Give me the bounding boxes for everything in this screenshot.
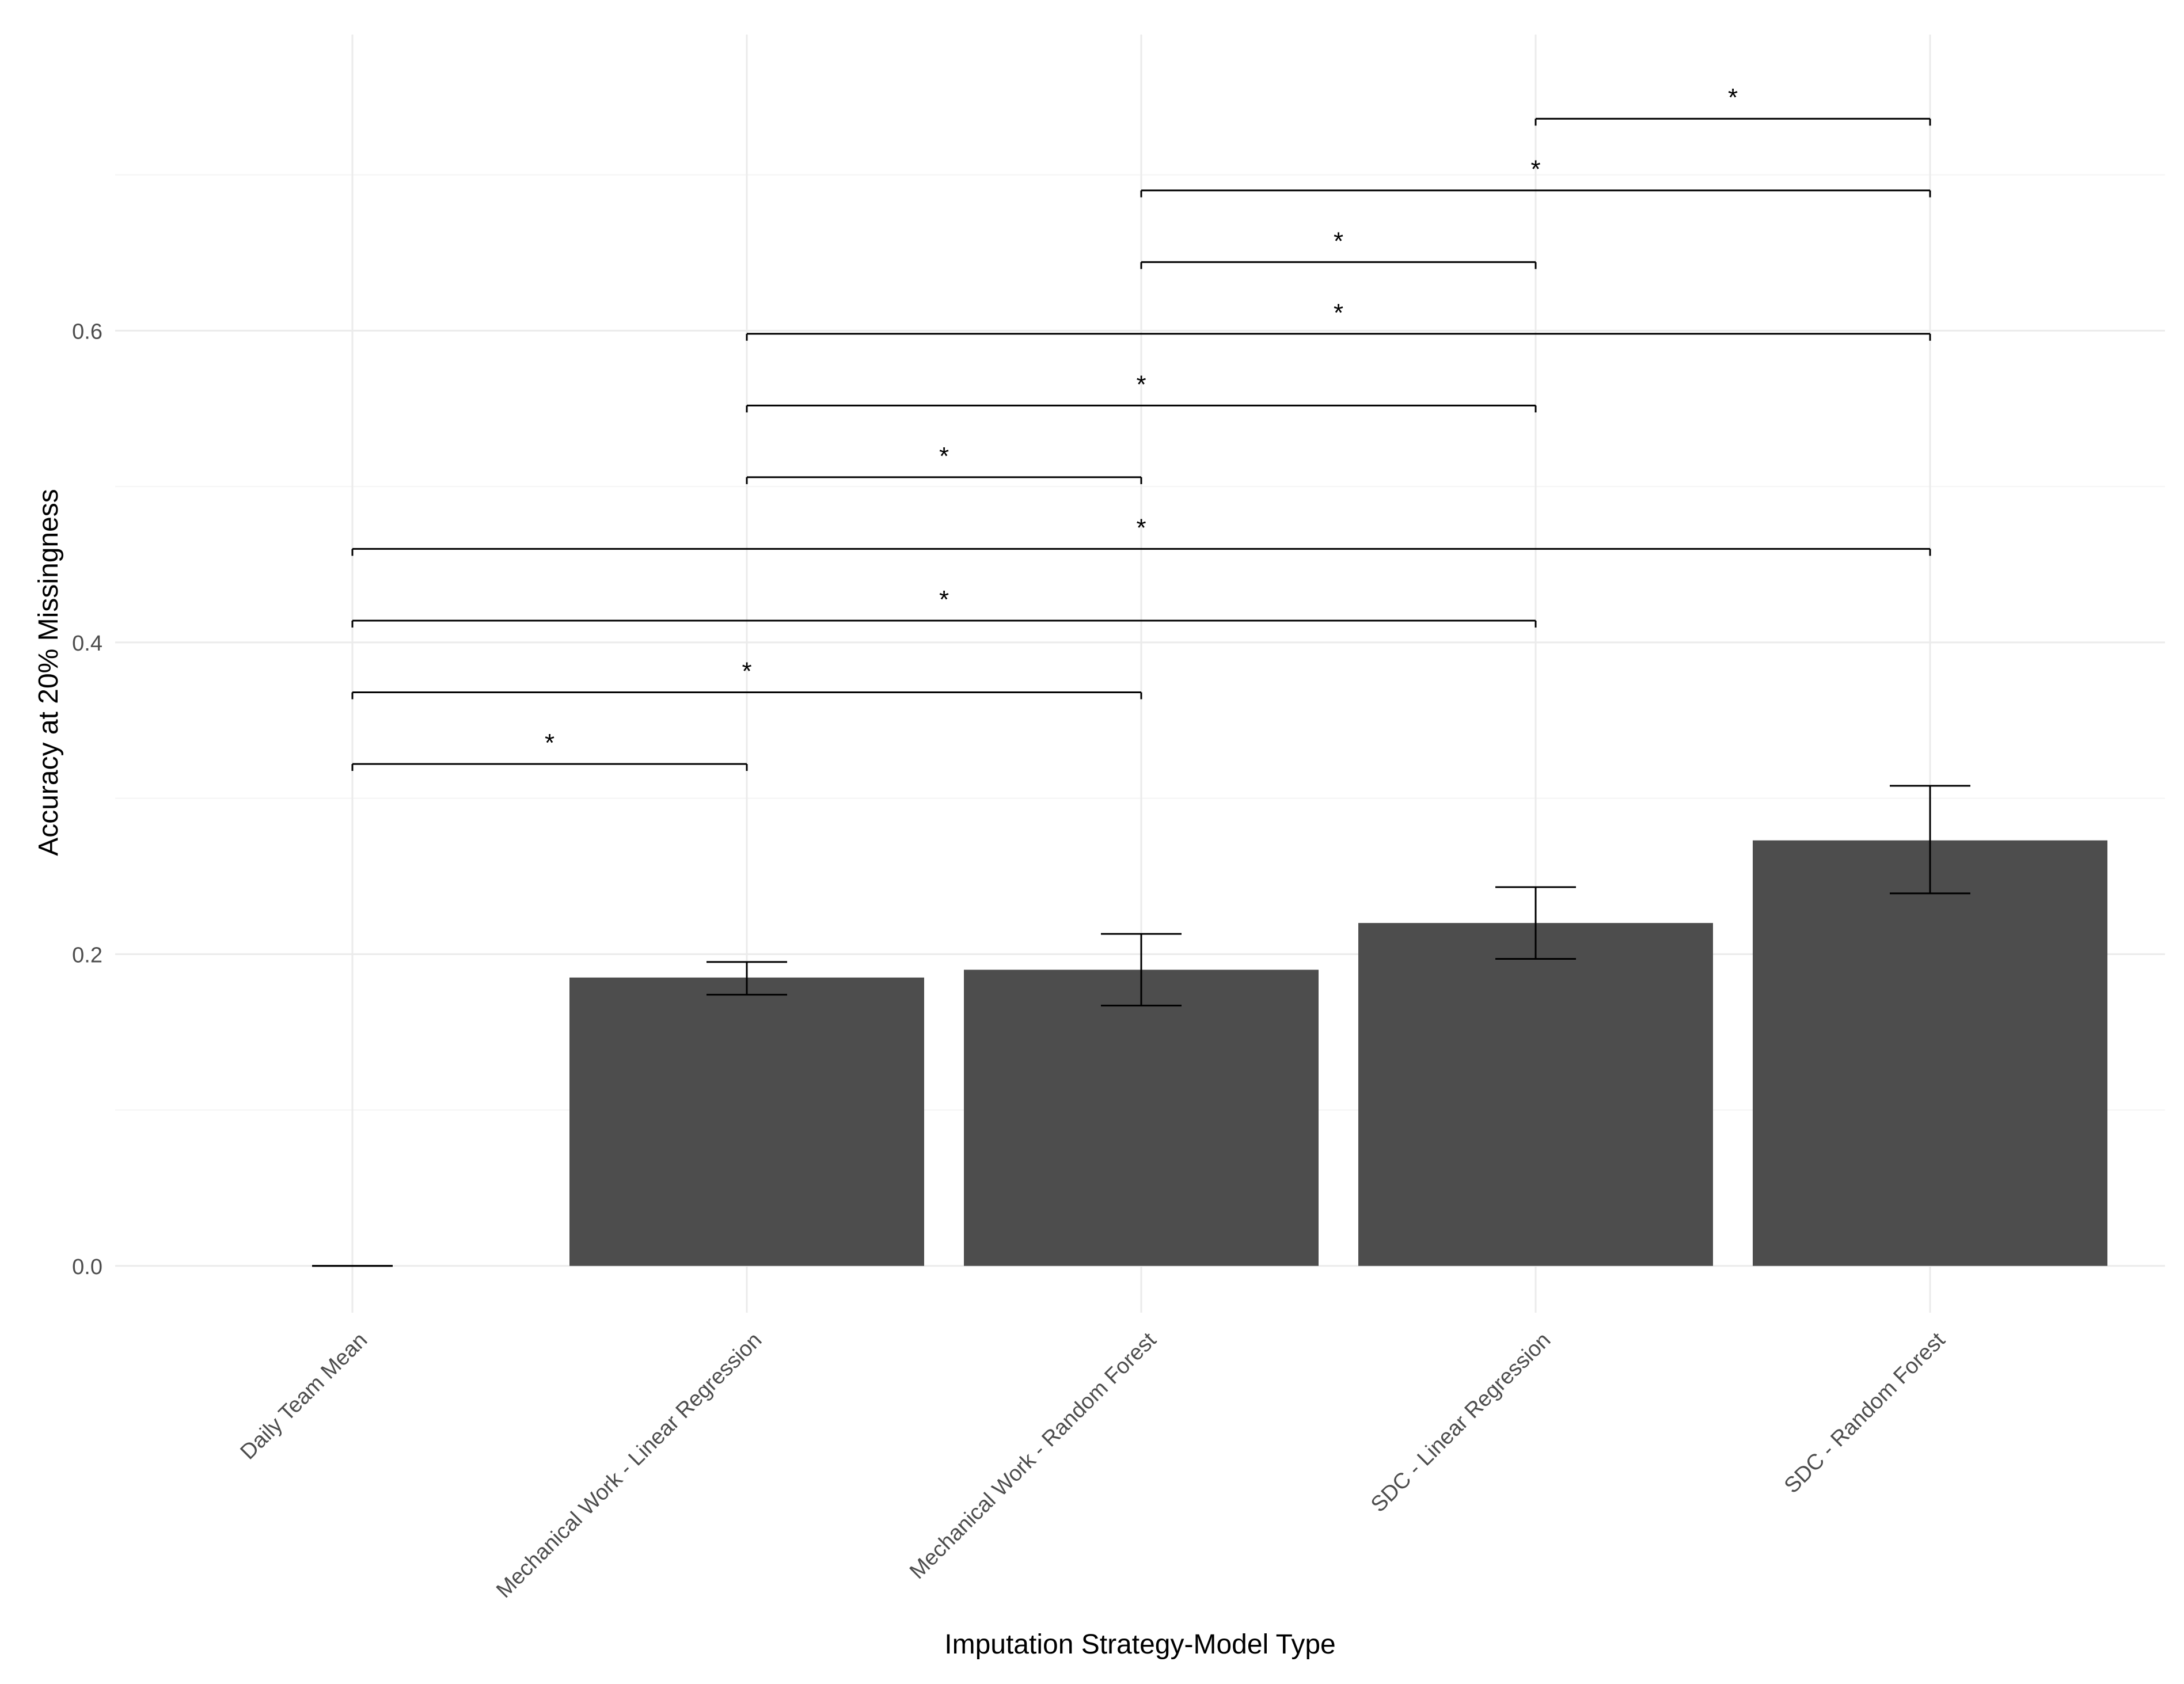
significance-bracket: *: [1535, 83, 1931, 126]
error-bar: [707, 961, 787, 996]
bar: [1753, 840, 2107, 1266]
significance-label: *: [939, 442, 949, 470]
significance-label: *: [545, 729, 554, 757]
bar: [964, 970, 1319, 1266]
y-tick-label: 0.0: [72, 1255, 102, 1279]
significance-label: *: [1334, 299, 1343, 327]
significance-label: *: [1136, 370, 1146, 398]
significance-brackets: * * * * * * * * * *: [351, 83, 1931, 771]
significance-label: *: [1334, 227, 1343, 255]
significance-bracket: *: [1140, 227, 1537, 269]
bars: [569, 840, 2107, 1266]
significance-bracket: *: [746, 299, 1931, 341]
y-tick-label: 0.6: [72, 320, 102, 344]
bar: [1358, 923, 1713, 1266]
significance-label: *: [1530, 155, 1540, 184]
y-tick-label: 0.4: [72, 632, 102, 656]
significance-label: *: [939, 586, 949, 614]
significance-label: *: [1136, 514, 1146, 542]
error-bar: [1495, 886, 1576, 960]
significance-bracket: *: [746, 442, 1142, 484]
y-axis-ticks: 0.0 0.2 0.4 0.6: [72, 320, 102, 1279]
significance-bracket: *: [351, 586, 1537, 628]
significance-label: *: [1728, 83, 1738, 112]
significance-bracket: *: [351, 657, 1142, 700]
x-axis-title: Imputation Strategy-Model Type: [944, 1629, 1335, 1660]
significance-label: *: [742, 657, 751, 685]
error-bar: [1101, 933, 1182, 1007]
error-bar: [1890, 785, 1970, 895]
error-bars: [312, 785, 1970, 1267]
y-tick-label: 0.2: [72, 943, 102, 967]
y-axis-title: Accuracy at 20% Missingness: [33, 489, 64, 856]
significance-bracket: *: [1140, 155, 1931, 197]
significance-bracket: *: [351, 514, 1931, 556]
bar: [569, 977, 924, 1266]
significance-bracket: *: [351, 729, 748, 771]
significance-bracket: *: [746, 370, 1537, 413]
